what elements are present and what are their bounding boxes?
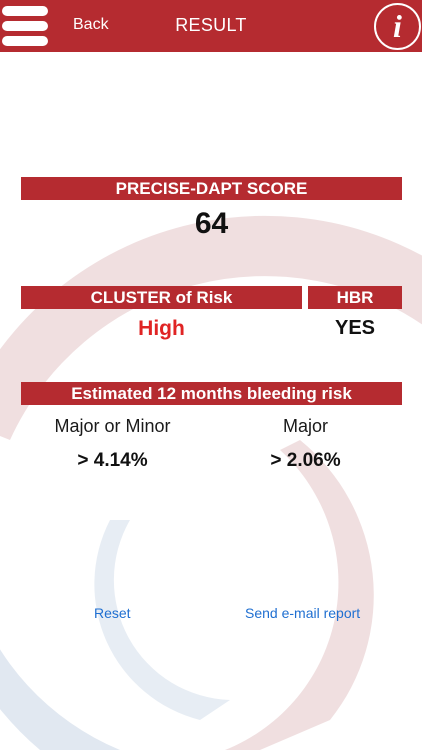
score-header: PRECISE-DAPT SCORE [21, 177, 402, 200]
major-value: > 2.06% [270, 450, 341, 471]
cluster-risk-header: CLUSTER of Risk [21, 286, 302, 309]
send-email-report-button[interactable]: Send e-mail report [245, 605, 361, 621]
reset-button[interactable]: Reset [94, 605, 131, 621]
bleeding-risk-header: Estimated 12 months bleeding risk [21, 382, 402, 405]
hbr-header: HBR [308, 286, 402, 309]
major-or-minor-label: Major or Minor [54, 416, 171, 436]
page-title: RESULT [175, 15, 247, 35]
hamburger-menu-icon[interactable] [2, 6, 50, 46]
top-navigation-bar: Back RESULT i [0, 0, 422, 52]
hbr-value: YES [334, 317, 376, 339]
info-icon[interactable]: i [374, 3, 421, 50]
score-value: 64 [194, 207, 229, 240]
cluster-risk-value: High [138, 317, 185, 340]
major-label: Major [282, 416, 328, 436]
major-or-minor-value: > 4.14% [77, 450, 148, 471]
back-button[interactable]: Back [73, 16, 109, 33]
